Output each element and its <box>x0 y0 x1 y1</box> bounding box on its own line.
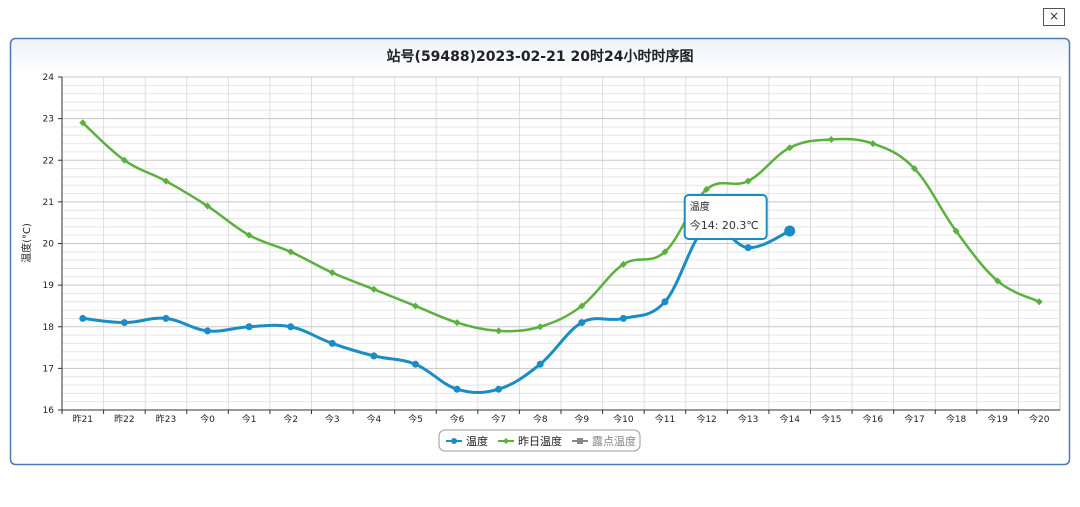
point <box>578 302 586 310</box>
point <box>411 302 419 310</box>
close-button[interactable]: × <box>1043 8 1065 26</box>
legend-box <box>438 429 641 452</box>
x-tick-label: 今10 <box>613 413 634 425</box>
y-tick-label: 19 <box>43 281 55 291</box>
x-tick-label: 昨21 <box>73 413 93 425</box>
point <box>994 277 1002 285</box>
x-tick-label: 今2 <box>283 413 298 425</box>
x-tick-label: 今16 <box>863 413 884 425</box>
x-tick-label: 今9 <box>574 413 589 425</box>
x-tick-label: 昨23 <box>156 413 176 425</box>
x-tick-label: 今3 <box>325 413 340 425</box>
tooltip-box <box>683 194 768 241</box>
x-tick-label: 今6 <box>450 413 465 425</box>
x-tick-label: 今5 <box>408 413 423 425</box>
point <box>328 339 336 347</box>
point <box>162 314 170 322</box>
point <box>411 360 419 368</box>
point <box>578 319 586 327</box>
y-tick-label: 24 <box>43 73 55 83</box>
point <box>453 385 461 393</box>
x-tick-label: 今8 <box>533 413 548 425</box>
point <box>744 177 752 185</box>
chart: 站号(59488)2023-02-21 20时24小时时序图 温度(°C) 16… <box>9 37 1071 466</box>
x-tick-label: 今0 <box>200 413 215 425</box>
x-tick-label: 今15 <box>821 413 841 425</box>
y-axis-label: 温度(°C) <box>20 223 33 263</box>
point <box>120 319 128 327</box>
y-tick-label: 17 <box>43 364 54 374</box>
point <box>204 202 212 210</box>
point <box>661 298 669 306</box>
point <box>451 438 457 444</box>
y-tick-label: 21 <box>43 198 54 208</box>
point <box>910 165 918 173</box>
tooltip-title: 温度 <box>690 200 710 213</box>
tooltip-text: 今14: 20.3℃ <box>690 218 759 232</box>
point <box>120 156 128 164</box>
point <box>869 140 877 148</box>
legend-label[interactable]: 昨日温度 <box>518 434 562 448</box>
y-tick-label: 18 <box>43 323 55 333</box>
point <box>536 360 544 368</box>
legend-label[interactable]: 露点温度 <box>592 434 636 448</box>
legend-label[interactable]: 温度 <box>466 434 488 448</box>
point <box>952 227 960 235</box>
x-tick-label: 今4 <box>367 413 382 425</box>
point <box>577 438 583 444</box>
x-tick-label: 今11 <box>655 413 675 425</box>
x-tick-label: 今18 <box>946 413 967 425</box>
y-tick-label: 16 <box>43 406 55 416</box>
point <box>162 177 170 185</box>
x-tick-label: 今17 <box>904 413 924 425</box>
y-tick-label: 23 <box>43 115 54 125</box>
point <box>744 244 752 252</box>
x-tick-label: 昨22 <box>114 413 134 425</box>
x-tick-label: 今12 <box>696 413 716 425</box>
point <box>786 144 794 152</box>
point <box>703 185 711 193</box>
x-tick-label: 今7 <box>491 413 506 425</box>
x-tick-label: 今20 <box>1029 413 1050 425</box>
point <box>827 135 835 143</box>
x-tick-label: 今19 <box>987 413 1008 425</box>
point <box>503 438 509 444</box>
point <box>661 248 669 256</box>
y-tick-label: 22 <box>43 156 54 166</box>
point <box>536 323 544 331</box>
x-tick-label: 今13 <box>738 413 758 425</box>
point <box>79 119 87 127</box>
point <box>79 314 87 322</box>
point <box>784 225 796 237</box>
point <box>1035 298 1043 306</box>
point <box>619 260 627 268</box>
point <box>619 314 627 322</box>
point <box>328 269 336 277</box>
point <box>245 323 253 331</box>
x-tick-label: 今14 <box>779 413 800 425</box>
point <box>370 352 378 360</box>
legend: 温度 昨日温度 露点温度 <box>438 429 641 452</box>
y-tick-label: 20 <box>43 240 55 250</box>
point <box>495 327 503 335</box>
x-tick-label: 今1 <box>242 413 257 425</box>
point <box>453 319 461 327</box>
point <box>245 231 253 239</box>
point <box>287 248 295 256</box>
point <box>287 323 295 331</box>
point <box>495 385 503 393</box>
point <box>204 327 212 335</box>
page: × 站号(59488)2023-02-21 20时24小时时序图 温度(°C) … <box>9 8 1071 466</box>
chart-title: 站号(59488)2023-02-21 20时24小时时序图 <box>387 48 694 65</box>
point <box>370 285 378 293</box>
